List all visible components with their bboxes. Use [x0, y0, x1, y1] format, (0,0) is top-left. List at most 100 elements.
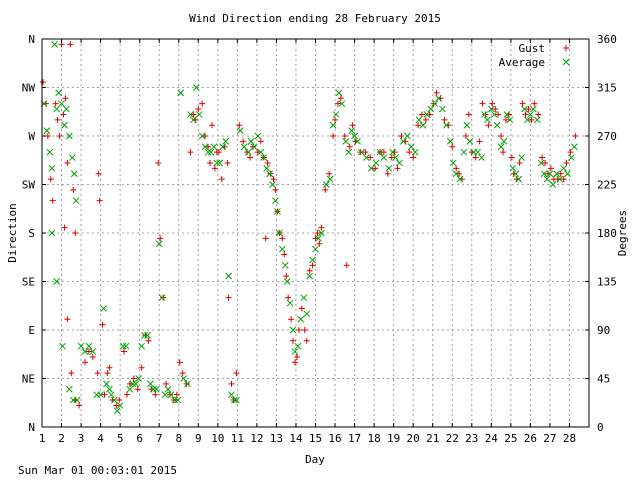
average-point	[61, 121, 68, 129]
average-point	[222, 138, 229, 145]
average-point	[68, 154, 76, 161]
gust-point	[318, 224, 325, 231]
gust-point	[306, 267, 313, 274]
gust-point	[101, 391, 108, 398]
gust-point	[557, 170, 564, 177]
average-point	[171, 396, 179, 404]
average-point	[274, 208, 281, 215]
x-axis-label: Day	[305, 453, 325, 466]
average-point	[449, 159, 457, 167]
average-point	[89, 348, 97, 355]
x-tick-label: 5	[117, 432, 124, 445]
average-point	[537, 159, 545, 167]
average-point	[446, 138, 454, 145]
gust-point	[126, 380, 133, 387]
average-point	[240, 143, 248, 151]
gust-point	[295, 327, 302, 333]
average-point	[460, 148, 468, 156]
gust-point	[572, 133, 579, 139]
x-tick-label: 17	[348, 432, 361, 445]
average-point	[228, 391, 235, 399]
average-point	[294, 342, 302, 350]
average-point	[484, 116, 491, 124]
average-point	[272, 197, 279, 205]
gust-point	[247, 154, 254, 161]
average-point	[110, 396, 118, 404]
average-point	[400, 138, 407, 145]
average-point	[423, 111, 431, 118]
gust-point	[398, 133, 405, 139]
gust-point	[270, 176, 277, 183]
average-point	[65, 385, 73, 393]
average-point	[297, 315, 305, 323]
legend-gust-label: Gust	[519, 42, 546, 55]
average-point	[463, 121, 471, 129]
x-tick-label: 18	[367, 432, 380, 445]
gust-point	[228, 380, 235, 387]
average-point	[540, 170, 548, 178]
average-point	[254, 132, 262, 140]
gust-point	[422, 116, 429, 123]
average-point	[190, 116, 197, 124]
average-point	[53, 278, 61, 285]
average-point	[141, 332, 148, 339]
gust-point	[262, 235, 269, 242]
gust-point	[290, 337, 297, 344]
gust-point	[138, 364, 145, 371]
average-point	[303, 310, 311, 318]
average-point	[506, 116, 514, 124]
gust-point	[346, 143, 353, 150]
gust-point	[522, 111, 529, 118]
gust-point	[60, 111, 67, 118]
gust-point	[410, 154, 417, 161]
average-point	[503, 111, 511, 118]
gust-point	[406, 149, 413, 156]
gust-point	[130, 375, 137, 382]
gust-point	[415, 122, 422, 129]
average-point	[443, 121, 450, 129]
average-point	[63, 105, 70, 113]
gust-point	[81, 359, 88, 366]
gust-point	[72, 230, 79, 236]
gust-point	[535, 111, 542, 118]
legend-gust-marker	[563, 45, 569, 51]
average-point	[549, 181, 557, 188]
average-point	[380, 154, 388, 161]
x-tick-label: 20	[407, 432, 420, 445]
chart-title: Wind Direction ending 28 February 2015	[189, 12, 441, 25]
gust-point	[281, 251, 288, 258]
x-tick-label: 15	[309, 432, 322, 445]
average-point	[546, 170, 554, 178]
average-point	[560, 164, 567, 172]
average-point	[427, 105, 435, 113]
average-point	[452, 170, 460, 178]
gust-point	[312, 235, 319, 242]
gust-point	[155, 159, 162, 166]
average-point	[65, 132, 73, 140]
legend-average-label: Average	[499, 56, 545, 69]
gust-point	[516, 159, 523, 166]
gust-point	[61, 224, 68, 231]
gust-point	[134, 386, 141, 393]
average-point	[403, 132, 411, 140]
x-tick-label: 13	[270, 432, 283, 445]
gust-point	[498, 133, 505, 139]
gust-point	[173, 391, 180, 398]
gust-point	[349, 122, 356, 129]
gust-point	[70, 186, 77, 193]
average-point	[97, 391, 104, 399]
average-point	[367, 164, 375, 172]
average-point	[260, 154, 268, 161]
average-point	[419, 121, 427, 129]
average-point	[155, 240, 163, 248]
gust-point	[94, 370, 101, 377]
average-point	[263, 164, 271, 172]
gust-point	[85, 348, 92, 355]
gust-point	[291, 359, 298, 366]
y-tick-label-left: SE	[22, 276, 35, 289]
average-point	[286, 299, 294, 307]
gust-point	[207, 159, 214, 166]
gust-point	[301, 327, 308, 333]
average-point	[116, 402, 124, 409]
average-point	[174, 396, 182, 404]
